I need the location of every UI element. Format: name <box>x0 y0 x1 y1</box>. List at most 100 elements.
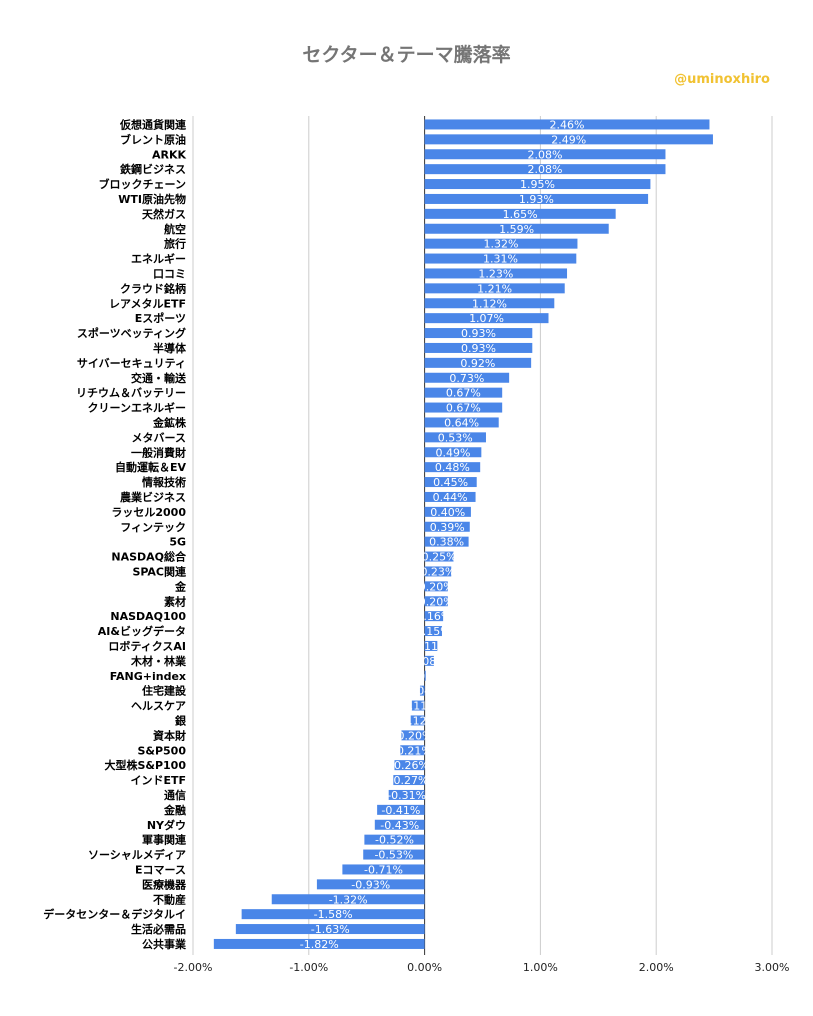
bar <box>424 283 565 294</box>
bar <box>424 447 482 458</box>
category-label: AI&ビッグデータ <box>98 624 186 638</box>
data-label: 0.45% <box>433 476 468 489</box>
x-tick-label: 2.00% <box>639 961 674 974</box>
bar <box>424 223 609 234</box>
category-label: 天然ガス <box>142 207 186 221</box>
category-label: NYダウ <box>147 818 186 832</box>
bar <box>424 581 448 592</box>
data-label: 0.15% <box>416 625 451 638</box>
x-axis-ticks: -2.00% -1.00% 0.00% 1.00% 2.00% 3.00% <box>174 961 790 974</box>
category-label: 素材 <box>164 594 186 608</box>
category-label: ラッセル2000 <box>111 506 186 519</box>
bar <box>374 819 425 830</box>
data-label: 0.93% <box>461 327 496 340</box>
data-label: 0.08% <box>412 655 447 668</box>
category-label: Eコマース <box>135 863 186 876</box>
category-label: SPAC関連 <box>132 564 187 578</box>
data-label: 1.12% <box>472 297 507 310</box>
data-label: 2.08% <box>528 148 563 161</box>
data-label: 0.49% <box>435 446 470 459</box>
bar <box>424 208 616 219</box>
data-label: -1.58% <box>314 908 353 921</box>
bar <box>424 477 477 488</box>
category-label: 半導体 <box>153 341 187 355</box>
bar <box>400 745 425 756</box>
bar <box>241 909 425 920</box>
category-label: 農業ビジネス <box>120 490 186 504</box>
data-label: 0.20% <box>419 595 454 608</box>
bars <box>213 119 713 949</box>
category-label: 鉄鋼ビジネス <box>120 162 186 176</box>
bar <box>411 700 425 711</box>
category-label: 銀 <box>175 713 186 727</box>
category-label: NASDAQ100 <box>110 610 186 623</box>
author-annotation: @uminoxhiro <box>674 72 770 87</box>
category-label: 不動産 <box>153 892 186 906</box>
bar <box>424 268 568 279</box>
data-label: -0.71% <box>364 863 403 876</box>
data-label: -0.26% <box>390 759 429 772</box>
data-label: -0.27% <box>390 774 429 787</box>
category-label: スポーツベッティング <box>77 326 186 340</box>
bar <box>424 238 578 249</box>
category-label: 航空 <box>164 222 186 236</box>
bar <box>424 149 666 160</box>
chart-title: セクター＆テーマ騰落率 <box>302 44 511 66</box>
bar <box>424 298 555 309</box>
category-label: NASDAQ総合 <box>111 550 187 564</box>
data-label: 0.64% <box>444 416 479 429</box>
bar <box>424 640 438 651</box>
category-label: 木材・林業 <box>130 654 187 668</box>
category-label: 金 <box>174 579 187 593</box>
category-label: 情報技術 <box>142 475 186 489</box>
data-label: 0.48% <box>435 461 470 474</box>
bar <box>424 566 452 577</box>
data-label: -0.21% <box>393 744 432 757</box>
bar <box>424 626 442 637</box>
data-label: 2.49% <box>551 133 586 146</box>
data-label: 0.53% <box>438 431 473 444</box>
category-label: クリーンエネルギー <box>88 401 186 415</box>
category-label: 金融 <box>163 803 186 817</box>
bar <box>424 655 434 666</box>
data-label: 0.40% <box>430 506 465 519</box>
data-label: 0.92% <box>460 357 495 370</box>
category-label: ロボティクスAI <box>108 639 186 653</box>
data-label: 0.93% <box>461 342 496 355</box>
category-label: レアメタルETF <box>109 297 186 310</box>
data-label: 2.08% <box>528 163 563 176</box>
data-label: -1.63% <box>311 923 350 936</box>
category-label: データセンター＆デジタルイ <box>43 907 186 921</box>
bar <box>424 521 470 532</box>
category-label: 自動運転＆EV <box>115 460 187 474</box>
data-label: -0.31% <box>387 789 426 802</box>
category-label: リチウム＆バッテリー <box>76 387 186 400</box>
data-label: 0.16% <box>416 610 451 623</box>
category-label: 一般消費財 <box>131 445 186 459</box>
data-label: 0.39% <box>430 521 465 534</box>
bar <box>424 417 499 428</box>
data-label: 1.65% <box>503 208 538 221</box>
category-label: 生活必需品 <box>131 922 186 936</box>
bar <box>419 685 425 696</box>
data-label: -0.52% <box>375 834 414 847</box>
category-label: FANG+index <box>110 670 186 683</box>
category-label: 医療機器 <box>142 877 187 891</box>
bar <box>424 402 503 413</box>
data-label: 1.93% <box>519 193 554 206</box>
category-label: S&P500 <box>137 744 186 757</box>
data-label: 2.46% <box>550 118 585 131</box>
bar <box>424 506 471 517</box>
data-label: -1.82% <box>300 938 339 951</box>
data-label: 0.38% <box>429 536 464 549</box>
data-label: -0.12% <box>398 714 437 727</box>
data-label: -0.43% <box>380 819 419 832</box>
data-label: 0.23% <box>420 565 455 578</box>
data-label: -1.32% <box>329 893 368 906</box>
bar <box>377 804 425 815</box>
data-label: 1.95% <box>520 178 555 191</box>
bar <box>424 611 444 622</box>
category-label: WTI原油先物 <box>118 192 186 206</box>
